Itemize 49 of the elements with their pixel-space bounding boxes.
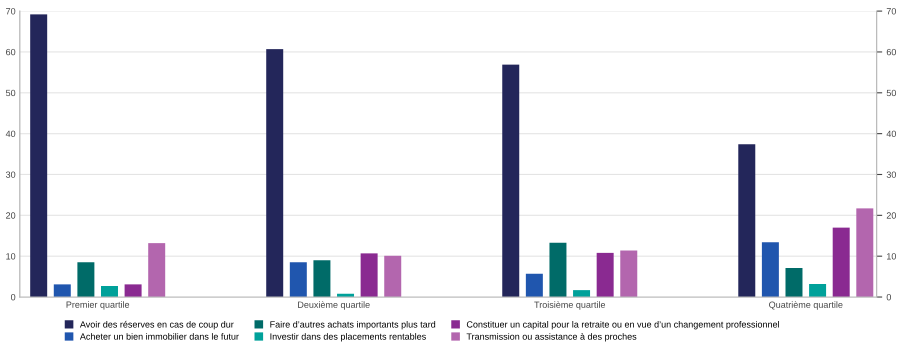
bar xyxy=(526,274,543,298)
legend-label: Faire d’autres achats importants plus tard xyxy=(270,320,436,330)
legend-label: Investir dans des placements rentables xyxy=(270,333,426,342)
x-tick-label: Troisième quartile xyxy=(534,301,606,310)
x-tick-label: Quatrième quartile xyxy=(769,301,843,310)
bar xyxy=(100,286,118,298)
bar xyxy=(77,262,94,298)
bar xyxy=(30,14,48,298)
y2-tick-label: 30 xyxy=(886,171,896,178)
y2-tick-label: 40 xyxy=(886,130,896,138)
y-tick-label: 60 xyxy=(6,48,16,56)
y-tick-label: 10 xyxy=(6,253,16,260)
bar xyxy=(502,64,520,298)
y2-tick-label: 50 xyxy=(886,90,896,96)
bar xyxy=(856,208,874,298)
y-tick-label: 20 xyxy=(6,212,16,219)
bar xyxy=(313,260,330,298)
legend-label: Constituer un capital pour la retraite ou en vue d’un changement professionnel xyxy=(466,320,779,330)
bar xyxy=(785,268,802,298)
y-tick-label: 0 xyxy=(10,294,16,300)
bar xyxy=(738,144,756,298)
bar xyxy=(573,290,590,298)
bar xyxy=(360,253,378,298)
x-tick-label: Deuxième quartile xyxy=(298,301,370,310)
y-tick-label: 70 xyxy=(6,8,16,14)
y2-tick-label: 70 xyxy=(886,8,896,14)
bar xyxy=(384,256,402,298)
legend-label: Acheter un bien immobilier dans le futur xyxy=(80,333,239,340)
bar xyxy=(809,284,826,298)
bar xyxy=(148,243,166,298)
bar xyxy=(762,242,779,298)
bar xyxy=(54,284,71,298)
y2-tick-label: 10 xyxy=(887,253,896,260)
x-tick-label: Premier quartile xyxy=(66,301,130,310)
legend-label: Transmission ou assistance à des proches xyxy=(466,333,636,342)
bar xyxy=(596,252,614,298)
y-tick-label: 30 xyxy=(6,171,16,178)
bar xyxy=(832,228,850,298)
bar xyxy=(549,242,566,298)
bar xyxy=(266,49,284,298)
y-tick-label: 40 xyxy=(6,130,16,138)
bar xyxy=(124,284,142,298)
y2-tick-label: 0 xyxy=(886,294,891,300)
legend-label: Avoir des réserves en cas de coup dur xyxy=(80,320,234,330)
y2-tick-label: 20 xyxy=(886,212,896,219)
bar xyxy=(290,262,307,298)
y2-tick-label: 60 xyxy=(886,48,896,56)
bar xyxy=(620,250,638,298)
y-tick-label: 50 xyxy=(6,90,16,96)
